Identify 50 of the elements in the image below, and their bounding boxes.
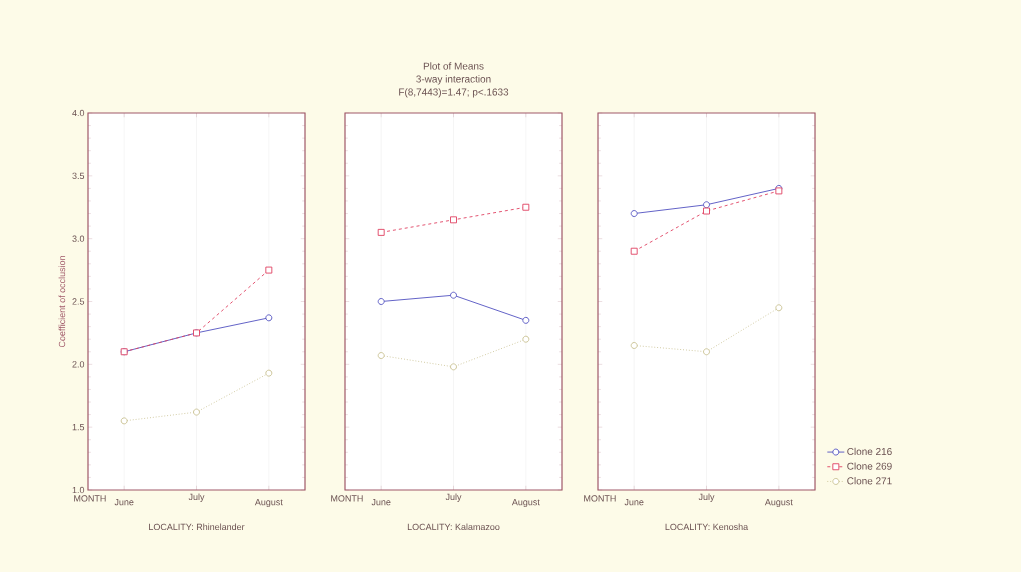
point <box>377 352 385 359</box>
x-axis-title: LOCALITY: Kalamazoo <box>407 523 500 531</box>
x-tick-label: July <box>188 493 205 502</box>
y-tick-label: 4.0 <box>72 109 85 117</box>
point <box>193 408 200 416</box>
y-tick-label: 2.5 <box>72 298 85 305</box>
text: MONTH <box>584 495 616 502</box>
y-tick-label: 1.5 <box>72 424 85 431</box>
x-tick-label: July <box>698 493 715 502</box>
point <box>120 417 128 425</box>
x-axis-title: LOCALITY: Rhinelander <box>149 523 245 531</box>
point <box>265 266 273 274</box>
point <box>377 298 385 305</box>
point <box>450 216 457 224</box>
point <box>522 316 530 324</box>
point <box>630 342 638 349</box>
y-tick-label: 2.0 <box>72 361 85 368</box>
point <box>522 203 530 211</box>
y-axis-title: Coefficient of occlusion <box>58 256 66 348</box>
x-tick-label: June <box>114 499 134 506</box>
y-tick-label: 3.5 <box>72 172 85 180</box>
text: MONTH <box>331 495 363 502</box>
text: MONTH <box>74 495 106 502</box>
point <box>703 207 710 215</box>
chart-subtitle: 3-way interaction <box>416 75 491 85</box>
x-tick-label: August <box>254 499 283 508</box>
y-tick-label: 1.0 <box>72 486 85 494</box>
point <box>703 348 710 356</box>
point <box>450 291 457 299</box>
y-tick-label: 3.0 <box>72 235 85 242</box>
point <box>630 247 638 255</box>
point <box>450 363 457 371</box>
x-axis-title: LOCALITY: Kenosha <box>665 523 749 531</box>
legend-label: Clone 269 <box>847 462 892 470</box>
point <box>522 335 530 343</box>
legend-label: Clone 216 <box>847 447 892 456</box>
x-tick-label: August <box>511 499 540 508</box>
point <box>630 210 638 217</box>
point <box>703 201 710 209</box>
chart-title: Plot of Means <box>423 62 484 70</box>
x-tick-label: July <box>445 493 462 502</box>
point <box>265 314 273 322</box>
x-tick-label: June <box>371 499 391 506</box>
text: F(8,7443)=1.47; p<.1633 <box>399 88 509 98</box>
x-tick-label: June <box>624 499 644 506</box>
x-tick-label: August <box>764 499 793 508</box>
point <box>265 369 273 377</box>
point <box>775 304 783 312</box>
point <box>377 228 385 236</box>
legend-label: Clone 271 <box>847 477 892 485</box>
